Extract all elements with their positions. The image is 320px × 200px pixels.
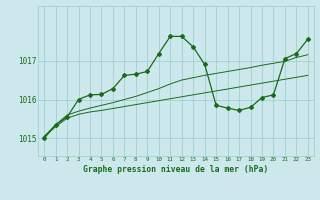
X-axis label: Graphe pression niveau de la mer (hPa): Graphe pression niveau de la mer (hPa) xyxy=(84,165,268,174)
